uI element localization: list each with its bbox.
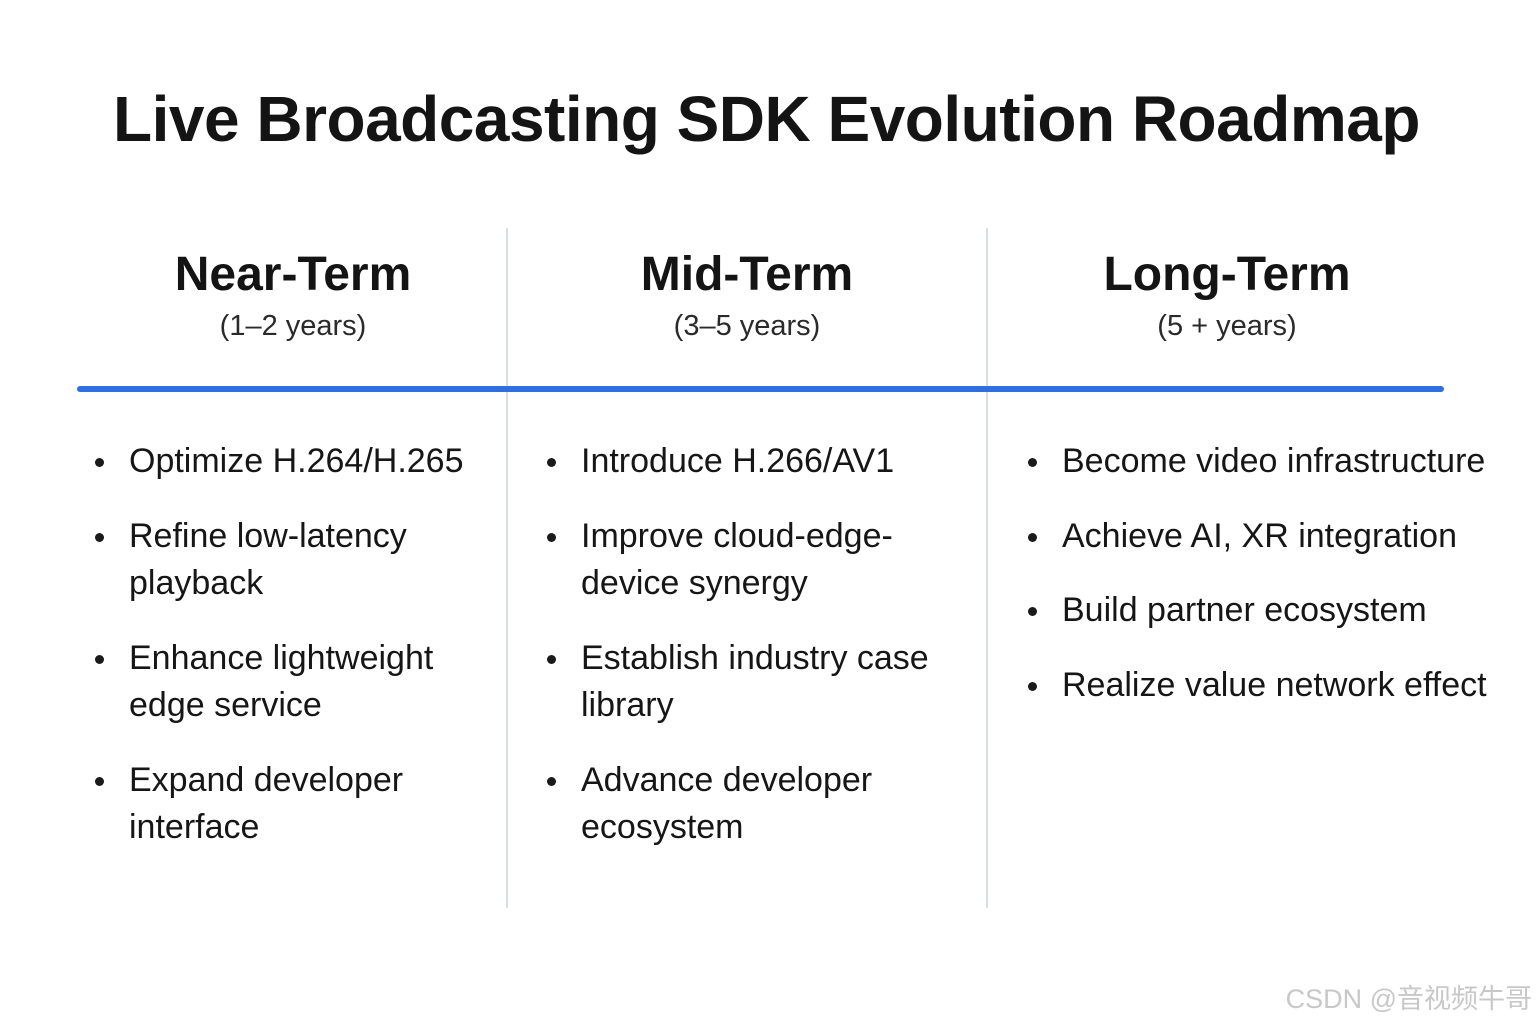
bullet-icon — [95, 458, 104, 467]
phase-item-text: Introduce H.266/AV1 — [581, 442, 895, 480]
watermark: CSDN @音视频牛哥 — [1285, 984, 1532, 1014]
phase-subtitle: (1–2 years) — [219, 310, 367, 342]
phase-item-text: Advance developer ecosystem — [581, 760, 873, 847]
bullet-icon — [1028, 607, 1037, 616]
phase-items-long-term: Become video infrastructure Achieve AI, … — [1025, 438, 1530, 736]
phase-item-text: Realize value network effect — [1062, 665, 1487, 704]
bullet-icon — [95, 654, 104, 664]
phase-item-text: Enhance lightweight edge service — [129, 638, 434, 725]
phase-header-near-term: Near-Term (1–2 years) — [80, 246, 506, 344]
phase-item-text: Establish industry case library — [581, 638, 929, 725]
phase-header-mid-term: Mid-Term (3–5 years) — [508, 246, 986, 344]
phase-subtitle: (5 + years) — [1157, 310, 1297, 342]
phase-items-mid-term: Introduce H.266/AV1 Improve cloud-edge-d… — [544, 438, 974, 879]
phase-item: Achieve AI, XR integration — [1025, 513, 1530, 561]
phase-title: Long-Term — [1103, 248, 1351, 301]
bullet-icon — [95, 776, 104, 786]
phase-title: Mid-Term — [640, 248, 854, 301]
phase-item: Improve cloud-edge-device synergy — [544, 513, 974, 608]
column-divider-1 — [506, 228, 508, 908]
phase-item-text: Build partner ecosystem — [1062, 591, 1427, 629]
bullet-icon — [1028, 681, 1037, 691]
phase-item: Establish industry case library — [544, 635, 974, 730]
timeline-bar — [77, 386, 1444, 392]
bullet-icon — [95, 532, 104, 542]
phase-items-near-term: Optimize H.264/H.265 Refine low-latency … — [92, 438, 502, 879]
phase-item-text: Become video infrastructure — [1062, 442, 1486, 480]
phase-item: Expand developer interface — [92, 757, 502, 852]
phase-item-text: Improve cloud-edge-device synergy — [581, 516, 893, 603]
bullet-icon — [547, 532, 556, 542]
column-divider-2 — [986, 228, 988, 908]
phase-item: Enhance lightweight edge service — [92, 635, 502, 730]
phase-item: Realize value network effect — [1025, 662, 1530, 710]
phase-header-long-term: Long-Term (5 + years) — [988, 246, 1466, 344]
phase-item-text: Expand developer interface — [129, 760, 404, 847]
bullet-icon — [1028, 532, 1037, 542]
phase-item: Advance developer ecosystem — [544, 757, 974, 852]
phase-item-text: Refine low-latency playback — [129, 516, 407, 603]
bullet-icon — [547, 458, 556, 467]
bullet-icon — [547, 776, 556, 786]
phase-subtitle: (3–5 years) — [673, 310, 821, 342]
phase-item: Become video infrastructure — [1025, 438, 1530, 486]
bullet-icon — [547, 654, 556, 664]
phase-item: Build partner ecosystem — [1025, 587, 1530, 635]
page-title: Live Broadcasting SDK Evolution Roadmap — [113, 83, 1420, 155]
phase-title: Near-Term — [174, 248, 412, 301]
bullet-icon — [1028, 458, 1037, 467]
phase-item: Introduce H.266/AV1 — [544, 438, 974, 486]
phase-item: Refine low-latency playback — [92, 513, 502, 608]
phase-item: Optimize H.264/H.265 — [92, 438, 502, 486]
phase-item-text: Achieve AI, XR integration — [1062, 516, 1458, 555]
phase-item-text: Optimize H.264/H.265 — [129, 442, 464, 480]
